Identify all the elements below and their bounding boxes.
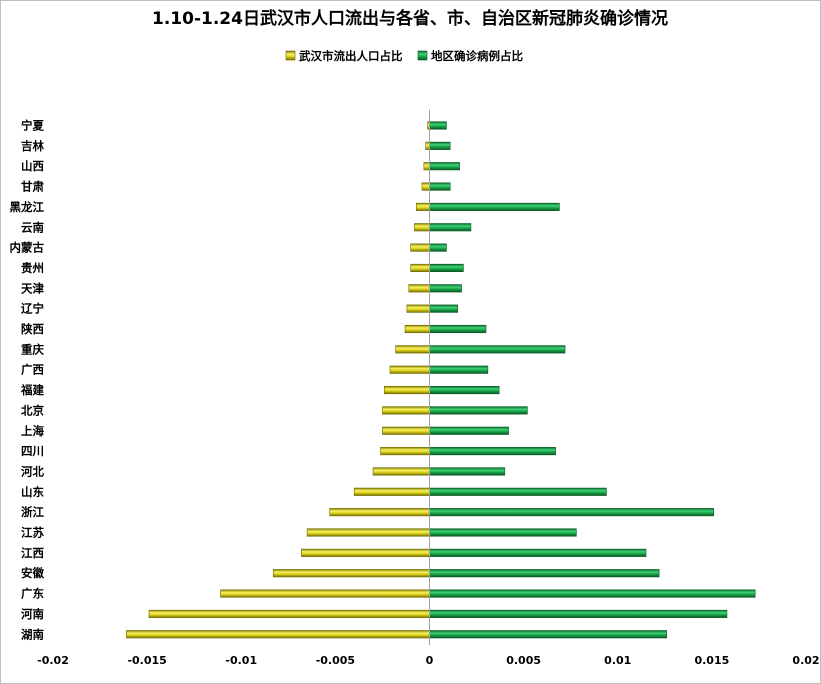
- category-label: 黑龙江: [10, 200, 45, 214]
- bar-outflow: [408, 284, 430, 293]
- bars-layer: [126, 121, 756, 639]
- bar-outflow: [425, 141, 430, 150]
- bar-confirmed: [429, 121, 447, 130]
- category-label: 山东: [21, 485, 44, 499]
- category-label: 安徽: [21, 566, 44, 580]
- legend-label-confirmed: 地区确诊病例占比: [431, 49, 523, 63]
- bar-confirmed: [429, 609, 728, 618]
- x-axis-ticks: -0.02 -0.015 -0.01 -0.005 0 0.005 0.01 0.015 0.0…: [37, 654, 819, 667]
- bar-confirmed: [429, 324, 487, 334]
- category-label: 山西: [21, 159, 44, 173]
- bar-outflow: [372, 467, 430, 476]
- bar-confirmed: [429, 528, 577, 537]
- bar-confirmed: [429, 406, 528, 415]
- bar-outflow: [301, 548, 430, 557]
- category-label: 广西: [21, 363, 44, 377]
- bar-outflow: [126, 630, 430, 639]
- bar-outflow: [421, 182, 430, 191]
- bar-outflow: [410, 243, 430, 252]
- category-label: 福建: [20, 383, 44, 397]
- bar-confirmed: [429, 487, 607, 496]
- bar-outflow: [382, 406, 430, 415]
- x-tick-label: 0.02: [792, 654, 819, 667]
- bar-outflow: [416, 202, 430, 211]
- category-label: 上海: [21, 424, 44, 438]
- category-label: 重庆: [21, 342, 44, 356]
- legend-swatch-confirmed: [417, 50, 428, 61]
- bar-outflow: [306, 528, 430, 537]
- bar-confirmed: [429, 263, 464, 273]
- bar-outflow: [414, 223, 430, 232]
- bar-confirmed: [429, 202, 560, 211]
- bar-outflow: [389, 365, 430, 374]
- bar-outflow: [382, 426, 430, 435]
- category-label: 河北: [21, 464, 44, 478]
- bar-confirmed: [429, 467, 506, 476]
- x-tick-label: 0: [426, 654, 434, 667]
- category-label: 甘肃: [21, 180, 44, 194]
- bar-confirmed: [429, 447, 556, 456]
- bar-outflow: [380, 447, 430, 456]
- category-label: 内蒙古: [10, 241, 45, 255]
- category-label: 广东: [21, 587, 44, 601]
- bar-confirmed: [429, 345, 566, 354]
- category-label: 湖南: [21, 627, 44, 641]
- category-label: 江西: [21, 546, 44, 560]
- bar-confirmed: [429, 304, 459, 313]
- x-tick-label: 0.005: [506, 654, 541, 667]
- category-label: 辽宁: [21, 302, 44, 316]
- bar-confirmed: [429, 548, 647, 557]
- category-label: 宁夏: [21, 119, 44, 133]
- x-tick-label: -0.02: [37, 654, 69, 667]
- x-tick-label: 0.01: [604, 654, 631, 667]
- bar-outflow: [406, 304, 430, 313]
- bar-confirmed: [429, 162, 460, 171]
- chart-title: 1.10-1.24日武汉市人口流出与各省、市、自治区新冠肺炎确诊情况: [152, 8, 668, 29]
- bar-confirmed: [429, 284, 462, 293]
- category-label: 陕西: [21, 322, 44, 336]
- legend-label-outflow: 武汉市流出人口占比: [299, 49, 403, 63]
- bar-confirmed: [429, 630, 667, 639]
- bar-confirmed: [429, 589, 756, 598]
- category-label: 浙江: [21, 505, 44, 519]
- bar-confirmed: [429, 426, 509, 435]
- bar-outflow: [329, 508, 430, 517]
- bar-confirmed: [429, 182, 451, 191]
- bar-confirmed: [429, 223, 472, 232]
- bar-outflow: [353, 487, 430, 496]
- bar-confirmed: [429, 243, 447, 252]
- bar-outflow: [410, 263, 430, 273]
- bar-confirmed: [429, 385, 500, 395]
- bar-outflow: [220, 589, 430, 598]
- bar-outflow: [423, 162, 430, 171]
- category-label: 四川: [21, 444, 44, 458]
- bar-confirmed: [429, 508, 715, 517]
- x-tick-label: -0.005: [316, 654, 355, 667]
- x-tick-label: -0.015: [127, 654, 166, 667]
- bar-confirmed: [429, 365, 489, 374]
- legend: 武汉市流出人口占比 地区确诊病例占比: [285, 49, 523, 63]
- bar-confirmed: [429, 569, 660, 578]
- legend-swatch-outflow: [285, 50, 296, 61]
- category-label: 北京: [21, 403, 44, 417]
- x-tick-label: 0.015: [694, 654, 729, 667]
- category-labels: 宁夏吉林山西甘肃黑龙江云南内蒙古贵州天津辽宁陕西重庆广西福建北京上海四川河北山东…: [10, 119, 45, 642]
- category-label: 江苏: [21, 526, 44, 540]
- bar-outflow: [395, 345, 430, 354]
- bar-outflow: [148, 609, 430, 618]
- category-label: 天津: [21, 281, 44, 295]
- category-label: 贵州: [21, 261, 44, 275]
- x-tick-label: -0.01: [225, 654, 257, 667]
- bar-outflow: [384, 385, 430, 395]
- category-label: 河南: [21, 607, 44, 621]
- bar-confirmed: [429, 141, 451, 150]
- bar-outflow: [404, 324, 430, 334]
- category-label: 吉林: [21, 139, 44, 153]
- category-label: 云南: [21, 220, 44, 234]
- bar-outflow: [272, 569, 430, 578]
